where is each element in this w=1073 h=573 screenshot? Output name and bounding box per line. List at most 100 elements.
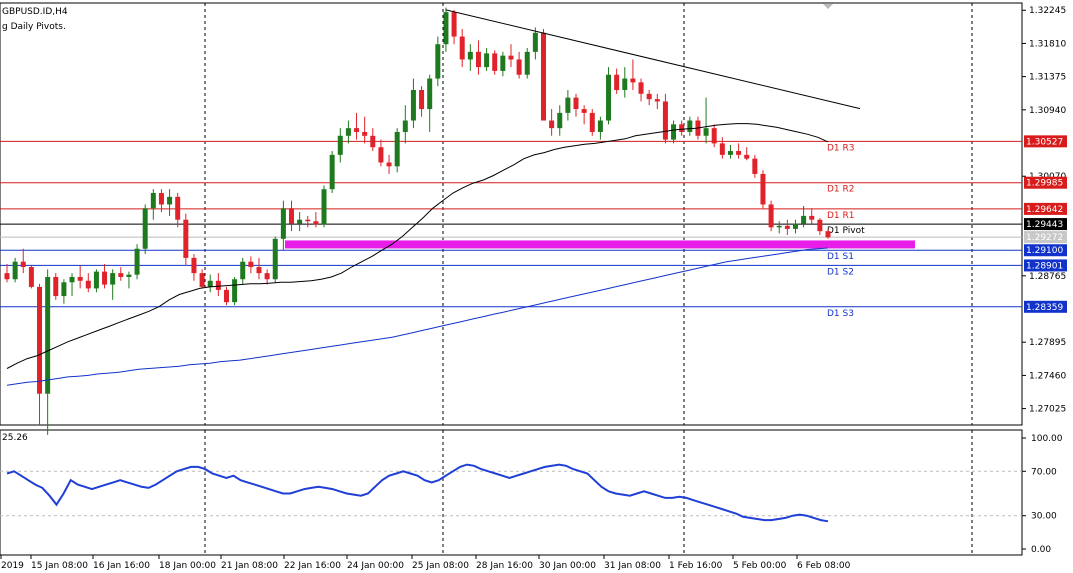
bearish-candle	[386, 162, 392, 167]
bearish-candle	[175, 196, 181, 220]
time-tick-label: 18 Jan 00:00	[159, 561, 216, 571]
time-tick-label: 2019	[1, 561, 24, 571]
bearish-candle	[53, 276, 59, 297]
pivot-label: D1 S1	[827, 252, 854, 262]
bullish-candle	[524, 51, 530, 75]
time-tick-label: 24 Jan 00:00	[347, 561, 404, 571]
bullish-candle	[484, 53, 490, 68]
price-tick-label: 1.27895	[1029, 338, 1066, 348]
oscillator-tick-label: 100.00	[1031, 434, 1063, 444]
main-chart-frame	[0, 2, 1023, 426]
bullish-candle	[280, 208, 286, 239]
bearish-candle	[817, 219, 823, 232]
bullish-candle	[142, 208, 148, 249]
pivot-price-tag	[1024, 176, 1067, 189]
oscillator-tick-label: 0.00	[1031, 545, 1051, 555]
current-price-value: 1.29272	[1026, 233, 1063, 243]
time-tick-label: 15 Jan 08:00	[31, 561, 88, 571]
bullish-candle	[240, 261, 246, 280]
current-price-tag	[1024, 231, 1067, 244]
bearish-candle	[646, 93, 652, 100]
indicator-title: g Daily Pivots.	[2, 22, 66, 32]
bearish-candle	[630, 78, 636, 83]
pivot-price-tag	[1024, 135, 1067, 148]
price-tick-label: 1.31375	[1029, 73, 1066, 83]
bearish-candle	[354, 128, 360, 132]
bearish-candle	[85, 280, 91, 289]
shift-marker-icon	[823, 4, 833, 9]
bullish-candle	[110, 273, 116, 285]
bullish-candle	[467, 51, 473, 60]
bearish-candle	[540, 32, 546, 121]
bearish-candle	[719, 143, 725, 155]
bearish-candle	[760, 173, 766, 205]
bullish-candle	[410, 89, 416, 121]
bearish-candle	[809, 215, 815, 220]
pivot-price-value: 1.28901	[1026, 261, 1063, 271]
bearish-candle	[711, 128, 717, 144]
oscillator-frame	[0, 429, 1023, 556]
pivot-price-tag	[1024, 244, 1067, 257]
pivot-price-value: 1.29642	[1026, 205, 1063, 215]
oscillator-tick-label: 70.00	[1031, 467, 1057, 477]
bearish-candle	[37, 286, 43, 394]
time-tick-label: 25 Jan 08:00	[412, 561, 469, 571]
pivot-label: D1 R3	[827, 143, 855, 153]
bullish-candle	[69, 276, 75, 283]
pivot-price-tag	[1024, 218, 1067, 231]
bearish-candle	[313, 221, 319, 225]
pivot-price-value: 1.28359	[1026, 303, 1063, 313]
bearish-candle	[573, 97, 579, 110]
bearish-candle	[492, 53, 498, 71]
bullish-candle	[61, 282, 67, 297]
price-tick-label: 1.27460	[1029, 371, 1066, 381]
bearish-candle	[459, 36, 465, 60]
bearish-candle	[264, 273, 270, 280]
pivot-label: D1 Pivot	[827, 226, 865, 236]
pivot-price-tag	[1024, 300, 1067, 313]
bearish-candle	[362, 131, 368, 136]
bearish-candle	[679, 124, 685, 132]
time-tick-label: 30 Jan 00:00	[539, 561, 596, 571]
pivot-price-tag	[1024, 202, 1067, 215]
bullish-candle	[93, 271, 99, 289]
pivot-label: D1 R1	[827, 211, 855, 221]
bullish-candle	[435, 44, 441, 79]
bearish-candle	[549, 120, 555, 129]
bullish-candle	[272, 238, 278, 280]
bearish-candle	[419, 89, 425, 110]
bullish-candle	[622, 78, 628, 90]
time-tick-label: 31 Jan 08:00	[604, 561, 661, 571]
support-zone	[285, 240, 915, 249]
bearish-candle	[191, 257, 197, 274]
bullish-candle	[297, 219, 303, 224]
time-tick-label: 28 Jan 16:00	[476, 561, 533, 571]
time-tick-label: 6 Feb 08:00	[797, 561, 851, 571]
bullish-candle	[792, 223, 798, 229]
bullish-candle	[394, 131, 400, 167]
slow-moving-average	[6, 247, 829, 386]
time-tick-label: 22 Jan 16:00	[284, 561, 341, 571]
bearish-candle	[744, 154, 750, 159]
price-tick-label: 1.30940	[1029, 106, 1066, 116]
bullish-candle	[126, 274, 132, 277]
oscillator-tick-label: 30.00	[1031, 512, 1057, 522]
pivot-price-value: 1.29443	[1026, 220, 1063, 230]
bullish-candle	[207, 280, 213, 287]
price-tick-label: 1.27025	[1029, 405, 1066, 415]
price-tick-label: 1.31810	[1029, 39, 1066, 49]
bearish-candle	[28, 267, 34, 287]
bullish-candle	[597, 120, 603, 132]
time-tick-label: 21 Jan 08:00	[221, 561, 278, 571]
bearish-candle	[581, 109, 587, 113]
pivot-label: D1 R2	[827, 185, 855, 195]
pivot-price-tag	[1024, 259, 1067, 272]
bullish-candle	[45, 276, 51, 394]
bearish-candle	[118, 273, 124, 277]
bullish-candle	[167, 196, 173, 205]
symbol-title: GBPUSD.ID,H4	[2, 7, 68, 17]
bearish-candle	[215, 280, 221, 290]
price-tick-label: 1.28765	[1029, 272, 1066, 282]
time-tick-label: 5 Feb 00:00	[733, 561, 787, 571]
